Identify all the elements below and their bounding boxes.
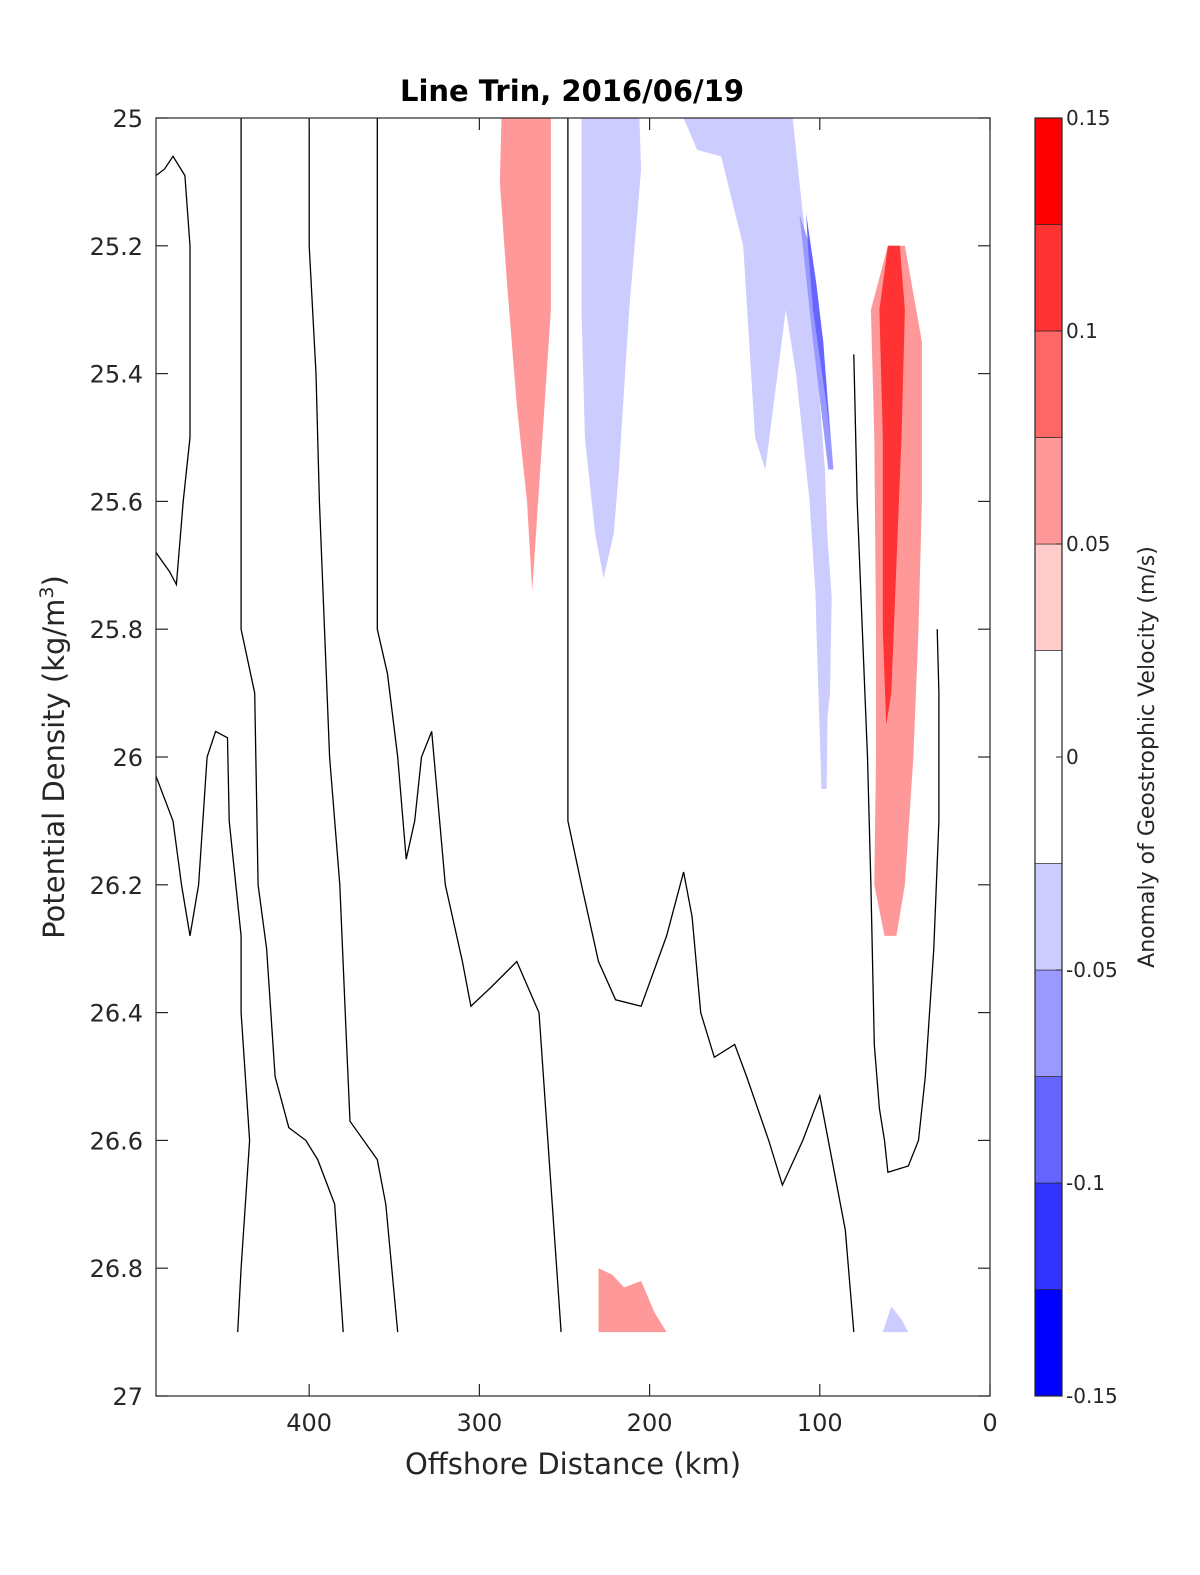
- y-tick-label: 25.4: [90, 361, 143, 389]
- contour-fill-region-1: [411, 118, 441, 182]
- colorbar-bin: [1034, 224, 1063, 332]
- y-tick-label: 25.8: [90, 616, 143, 644]
- x-tick-label: 0: [982, 1409, 997, 1437]
- colorbar-bin: [1034, 969, 1063, 1077]
- contour-line-3: [308, 118, 399, 1333]
- contour-fill-region-14: [479, 1114, 551, 1333]
- plot-area: 400 300 200 100 0 25 25.2 25.4 25.6 25.8 26 26.2 26…: [90, 105, 998, 1437]
- y-axis-label-superscript: 3: [36, 586, 58, 598]
- contour-line-2: [240, 118, 344, 1333]
- y-tick-label: 25.2: [90, 233, 143, 261]
- colorbar-bin: [1034, 117, 1063, 225]
- contour-fill-region-8: [789, 118, 829, 789]
- contour-fill-region-3: [499, 118, 551, 591]
- contour-lines: [155, 118, 940, 1333]
- colorbar-bin: [1034, 1289, 1063, 1397]
- x-axis-ticks: 400 300 200 100 0: [286, 118, 998, 1437]
- contour-line-4: [376, 118, 562, 1333]
- colorbar: -0.15 -0.1 -0.05 0 0.05 0.1 0.15 Anomaly of Ge…: [1034, 106, 1160, 1408]
- contour-line-0: [155, 155, 191, 587]
- contour-line-6: [853, 354, 940, 1174]
- contour-line-5: [567, 118, 855, 1333]
- y-tick-label: 26.2: [90, 872, 143, 900]
- contour-line-1: [155, 730, 251, 1333]
- colorbar-label: Anomaly of Geostrophic Velocity (m/s): [1135, 546, 1160, 968]
- contour-fill-region-9: [799, 213, 834, 470]
- colorbar-tick-label: 0.1: [1066, 319, 1098, 343]
- colorbar-bin: [1034, 1182, 1063, 1290]
- colorbar-tick-label: 0.15: [1066, 106, 1111, 130]
- contour-fill-region-16: [598, 1268, 667, 1333]
- contour-fill-region-0: [258, 118, 311, 917]
- y-tick-label: 26: [112, 744, 143, 772]
- x-axis-label: Offshore Distance (km): [405, 1447, 741, 1481]
- y-tick-label: 25.6: [90, 488, 143, 516]
- y-axis-label-end: ): [37, 575, 71, 586]
- y-axis-ticks: 25 25.2 25.4 25.6 25.8 26 26.2 26.4 26.6 26.8 27: [90, 105, 990, 1411]
- filled-contours: [258, 118, 933, 1333]
- colorbar-bin: [1034, 863, 1063, 971]
- y-tick-label: 25: [112, 105, 143, 133]
- colorbar-bin: [1034, 437, 1063, 545]
- y-axis-label: Potential Density (kg/m3): [36, 575, 71, 939]
- contour-fill-region-17: [870, 1223, 922, 1333]
- colorbar-tick-label: 0.05: [1066, 532, 1111, 556]
- contour-fill-region-15: [581, 1070, 710, 1333]
- x-tick-label: 100: [797, 1409, 843, 1437]
- colorbar-bin: [1034, 1076, 1063, 1184]
- contour-fill-region-18: [882, 1306, 909, 1333]
- x-tick-label: 300: [456, 1409, 502, 1437]
- colorbar-tick-label: -0.05: [1066, 958, 1118, 982]
- contour-fill-region-10: [806, 213, 830, 438]
- y-tick-label: 26.6: [90, 1127, 143, 1155]
- colorbar-bins: [1034, 117, 1063, 1397]
- contour-fill-region-6: [581, 118, 642, 579]
- y-tick-label: 26.4: [90, 1000, 143, 1028]
- colorbar-bin: [1034, 543, 1063, 651]
- colorbar-tick-label: -0.1: [1066, 1171, 1105, 1195]
- y-tick-label: 27: [112, 1383, 143, 1411]
- x-tick-label: 200: [627, 1409, 673, 1437]
- x-tick-label: 400: [286, 1409, 332, 1437]
- colorbar-tick-label: -0.15: [1066, 1384, 1118, 1408]
- colorbar-bin: [1034, 330, 1063, 438]
- contour-fill-region-13: [879, 245, 905, 726]
- chart-title: Line Trin, 2016/06/19: [400, 74, 744, 108]
- y-tick-label: 26.8: [90, 1255, 143, 1283]
- contour-fill-region-7: [683, 118, 832, 725]
- colorbar-tick-label: 0: [1066, 745, 1079, 769]
- colorbar-ticks: -0.15 -0.1 -0.05 0 0.05 0.1 0.15: [1056, 106, 1118, 1408]
- y-axis-label-main: Potential Density (kg/m: [37, 599, 71, 939]
